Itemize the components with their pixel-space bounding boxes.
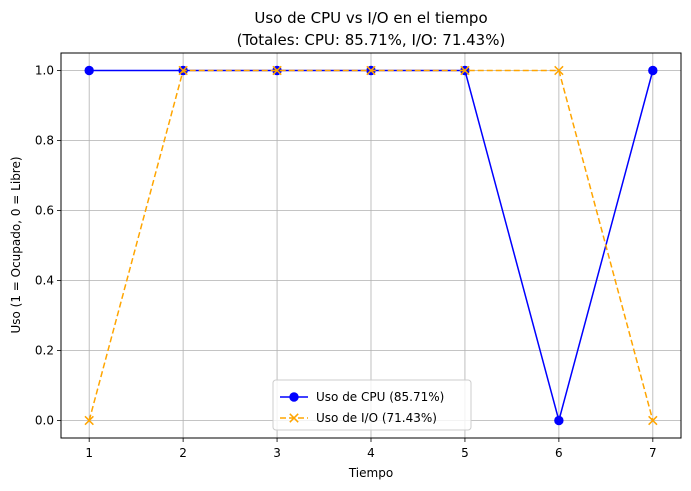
x-marker-stroke: [554, 65, 564, 76]
x-tick-label: 7: [649, 446, 657, 460]
x-tick-label: 3: [273, 446, 281, 460]
x-marker-stroke: [366, 65, 376, 76]
grid: [61, 53, 681, 438]
x-tick-label: 4: [367, 446, 375, 460]
data-point: [648, 415, 658, 426]
x-marker-stroke: [289, 413, 299, 423]
y-tick-label: 0.8: [35, 134, 54, 148]
y-tick-label: 0.6: [35, 204, 54, 218]
x-marker-stroke: [272, 65, 282, 76]
chart-subtitle: (Totales: CPU: 85.71%, I/O: 71.43%): [237, 31, 506, 49]
data-point: [178, 65, 188, 76]
y-tick-label: 0.2: [35, 344, 54, 358]
legend-marker: [289, 413, 299, 423]
data-point: [84, 415, 94, 426]
ticks: 1 2 3 4 5 6 7 0.0 0.2 0.4 0.6 0.8 1.0: [35, 64, 657, 461]
x-tick-label: 1: [85, 446, 93, 460]
x-marker-stroke: [84, 415, 94, 426]
x-tick-label: 6: [555, 446, 563, 460]
x-marker-stroke: [648, 415, 658, 426]
x-axis-label: Tiempo: [348, 466, 393, 480]
data-point: [272, 65, 282, 76]
legend-label: Uso de I/O (71.43%): [316, 411, 437, 425]
series-layer: [84, 65, 658, 426]
y-tick-label: 1.0: [35, 64, 54, 78]
data-point: [554, 415, 564, 426]
data-point: [554, 65, 564, 76]
x-marker-stroke: [460, 65, 470, 76]
y-tick-label: 0.4: [35, 274, 54, 288]
legend-label: Uso de CPU (85.71%): [316, 390, 444, 404]
legend: Uso de CPU (85.71%) Uso de I/O (71.43%): [272, 379, 472, 431]
legend-entry: Uso de CPU (85.71%): [280, 390, 444, 404]
data-point: [366, 65, 376, 76]
data-point: [460, 65, 470, 76]
x-tick-label: 2: [179, 446, 187, 460]
legend-entry: Uso de I/O (71.43%): [280, 411, 437, 425]
legend-marker: [289, 392, 299, 402]
series-io: [84, 65, 658, 426]
y-axis-label: Uso (1 = Ocupado, 0 = Libre): [9, 156, 23, 333]
chart-title: Uso de CPU vs I/O en el tiempo: [254, 9, 487, 27]
x-tick-label: 5: [461, 446, 469, 460]
y-tick-label: 0.0: [35, 414, 54, 428]
legend-box: [272, 379, 472, 431]
data-point: [648, 65, 658, 76]
x-marker-stroke: [178, 65, 188, 76]
data-point: [84, 65, 94, 76]
